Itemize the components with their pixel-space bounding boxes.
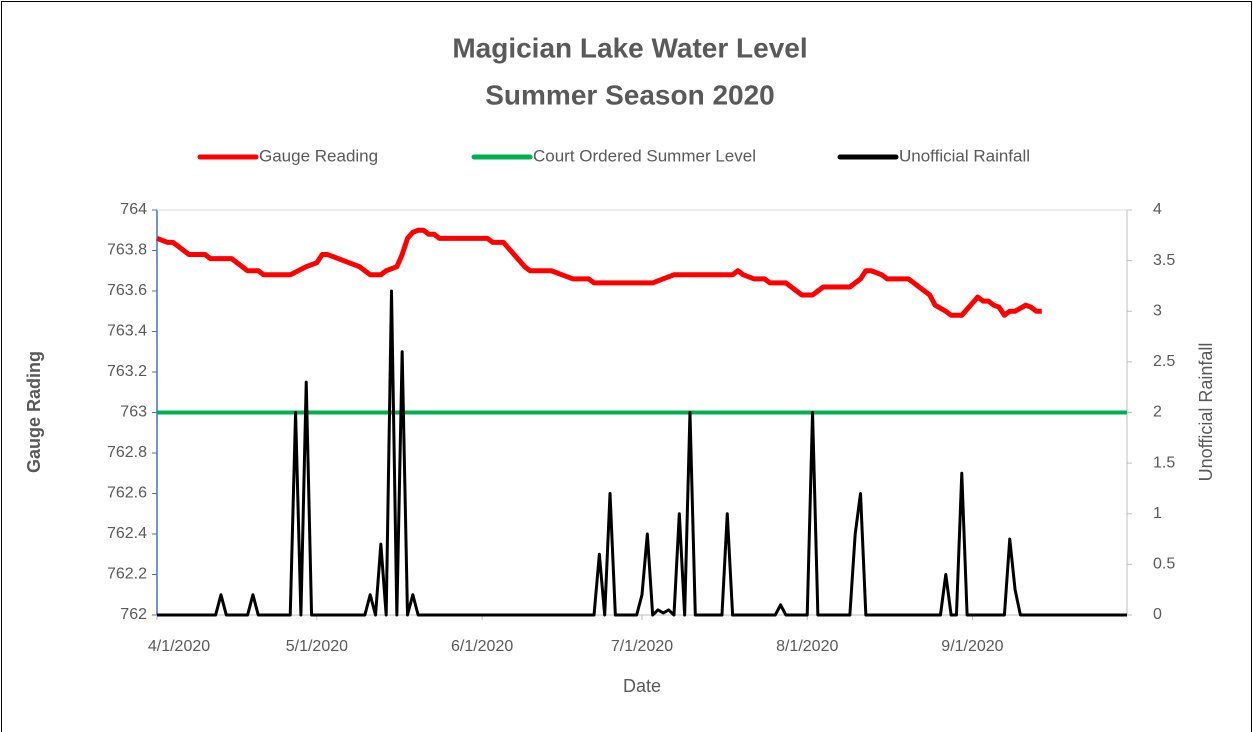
y-axis-title: Gauge Rading (24, 351, 44, 473)
x-tick-label: 9/1/2020 (941, 638, 1003, 655)
x-axis-title: Date (623, 676, 661, 696)
y2-tick-label: 0 (1153, 606, 1162, 623)
y2-tick-label: 2 (1153, 404, 1162, 421)
y-tick-label: 762.8 (107, 444, 147, 461)
x-tick-label: 8/1/2020 (776, 638, 838, 655)
legend-label: Court Ordered Summer Level (533, 146, 756, 165)
chart-title: Magician Lake Water Level (452, 32, 807, 63)
y-tick-label: 763.8 (107, 242, 147, 259)
x-tick-label: 5/1/2020 (286, 638, 348, 655)
y2-tick-label: 1.5 (1153, 454, 1175, 471)
y2-tick-label: 0.5 (1153, 556, 1175, 573)
y-tick-label: 762.2 (107, 566, 147, 583)
y-tick-label: 762.6 (107, 485, 147, 502)
legend-label: Gauge Reading (259, 146, 378, 165)
y-tick-label: 762 (120, 606, 147, 623)
y2-tick-label: 3 (1153, 302, 1162, 319)
y-tick-label: 763.4 (107, 323, 147, 340)
y2-tick-label: 4 (1153, 201, 1162, 218)
chart-subtitle: Summer Season 2020 (485, 79, 775, 110)
y2-tick-label: 2.5 (1153, 353, 1175, 370)
y2-tick-label: 1 (1153, 505, 1162, 522)
y2-axis-title: Unofficial Rainfall (1196, 343, 1216, 482)
y-tick-label: 764 (120, 201, 147, 218)
y-tick-label: 763 (120, 404, 147, 421)
series-line (156, 227, 1042, 318)
legend-label: Unofficial Rainfall (899, 146, 1030, 165)
series-line (157, 289, 1127, 617)
y-tick-label: 762.4 (107, 525, 147, 542)
y2-tick-label: 3.5 (1153, 252, 1175, 269)
y-tick-label: 763.6 (107, 282, 147, 299)
x-tick-label: 4/1/2020 (148, 638, 210, 655)
x-tick-label: 7/1/2020 (611, 638, 673, 655)
y-tick-label: 763.2 (107, 363, 147, 380)
x-tick-label: 6/1/2020 (451, 638, 513, 655)
